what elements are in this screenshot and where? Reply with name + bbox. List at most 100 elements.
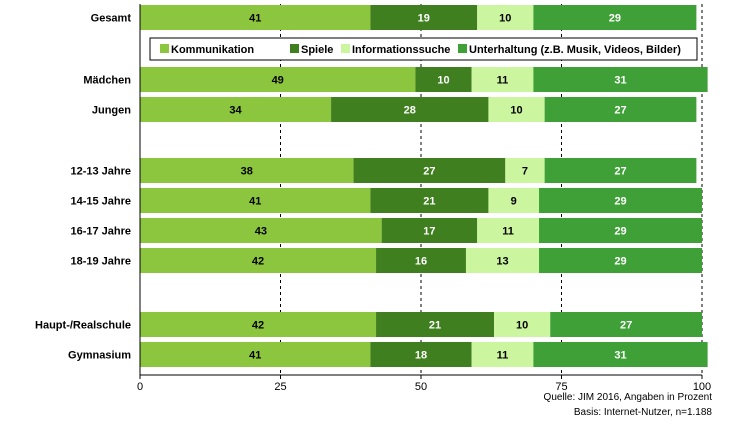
data-label: 41 (249, 350, 261, 362)
bar-segment (140, 312, 377, 337)
data-label: 19 (418, 13, 430, 25)
bar-segment (376, 312, 495, 337)
category-label: 14-15 Jahre (70, 196, 131, 208)
bar-segment (471, 342, 534, 367)
legend-label: Informationssuche (352, 44, 450, 56)
category-labels: Gesamt Mädchen Jungen 12-13 Jahre 14-15 Jahr… (35, 13, 131, 362)
bar-segment (550, 312, 702, 337)
legend-swatch (341, 44, 350, 53)
x-axis: 0 25 50 75 100 (137, 4, 711, 393)
data-label: 10 (510, 105, 522, 117)
bar-segment (477, 5, 534, 30)
legend-swatch (458, 44, 467, 53)
category-label: Mädchen (83, 75, 131, 87)
data-label: 7 (522, 166, 528, 178)
data-label: 29 (614, 196, 626, 208)
bar-row: 49 10 11 31 (140, 67, 708, 92)
x-tick-label: 0 (137, 381, 143, 393)
data-label: 49 (272, 75, 284, 87)
x-tick-label: 100 (693, 381, 711, 393)
data-label: 42 (252, 256, 264, 268)
bar-segment (505, 158, 545, 183)
bar-segment (544, 158, 697, 183)
legend-swatch (160, 44, 169, 53)
bar-row: 34 28 10 27 (140, 97, 697, 122)
category-label: Gesamt (91, 13, 132, 25)
category-label: 18-19 Jahre (70, 256, 131, 268)
x-tick-label: 25 (274, 381, 286, 393)
data-label: 10 (437, 75, 449, 87)
data-label: 11 (502, 226, 514, 238)
legend-item: Unterhaltung (z.B. Musik, Videos, Bilder… (458, 44, 681, 56)
bar-segment (488, 188, 540, 213)
bar-segment (477, 218, 540, 243)
bar-segment (140, 67, 416, 92)
category-label: Jungen (92, 105, 131, 117)
bar-row: 41 18 11 31 (140, 342, 708, 367)
bar-segment (544, 97, 697, 122)
data-label: 28 (404, 105, 416, 117)
bar-segment (140, 5, 371, 30)
category-label: 12-13 Jahre (70, 166, 131, 178)
bar-segment (533, 5, 697, 30)
data-label: 34 (229, 105, 242, 117)
bar-segment (140, 248, 377, 273)
data-label: 43 (255, 226, 267, 238)
bar-row: 41 19 10 29 (140, 5, 697, 30)
bar-segment (539, 248, 702, 273)
gridlines (280, 4, 703, 375)
legend-swatch (290, 44, 299, 53)
bar-segment (370, 5, 478, 30)
x-tick-label: 50 (415, 381, 427, 393)
data-label: 11 (497, 75, 509, 87)
bar-segment (140, 158, 354, 183)
bar-segment (415, 67, 472, 92)
bars: 41 19 10 29 49 10 11 31 34 28 10 27 38 27 7 27 41 21 9 29 43… (140, 5, 708, 367)
bar-row: 41 21 9 29 (140, 188, 702, 213)
bar-segment (370, 342, 472, 367)
legend-item: Spiele (290, 44, 333, 56)
bar-segment (140, 188, 371, 213)
data-label: 42 (252, 320, 264, 332)
category-label: Haupt-/Realschule (35, 320, 131, 332)
data-label: 27 (620, 320, 632, 332)
data-label: 41 (249, 196, 261, 208)
basis-note: Basis: Internet-Nutzer, n=1.188 (573, 407, 712, 418)
bar-segment (465, 248, 540, 273)
bar-row: 42 16 13 29 (140, 248, 702, 273)
category-label: Gymnasium (68, 350, 131, 362)
bar-segment (539, 188, 702, 213)
data-label: 27 (614, 166, 626, 178)
legend-label: Kommunikation (171, 44, 254, 56)
bar-segment (331, 97, 489, 122)
legend-item: Kommunikation (160, 44, 254, 56)
bar-segment (376, 248, 466, 273)
bar-segment (140, 342, 371, 367)
data-label: 21 (429, 320, 441, 332)
data-label: 17 (423, 226, 435, 238)
data-label: 16 (415, 256, 427, 268)
bar-segment (370, 188, 489, 213)
bar-segment (381, 218, 478, 243)
data-label: 27 (614, 105, 626, 117)
data-label: 10 (499, 13, 511, 25)
data-label: 38 (241, 166, 253, 178)
bar-segment (488, 97, 545, 122)
data-label: 9 (511, 196, 517, 208)
data-label: 18 (415, 350, 427, 362)
data-label: 29 (609, 13, 621, 25)
data-label: 11 (497, 350, 509, 362)
bar-segment (471, 67, 534, 92)
x-tick-label: 75 (555, 381, 567, 393)
data-label: 10 (516, 320, 528, 332)
bar-segment (533, 342, 708, 367)
bar-segment (494, 312, 551, 337)
bar-row: 38 27 7 27 (140, 158, 697, 183)
data-label: 31 (614, 350, 626, 362)
data-label: 41 (249, 13, 261, 25)
category-label: 16-17 Jahre (70, 226, 131, 238)
bar-row: 43 17 11 29 (140, 218, 702, 243)
bar-segment (539, 218, 702, 243)
data-label: 27 (423, 166, 435, 178)
